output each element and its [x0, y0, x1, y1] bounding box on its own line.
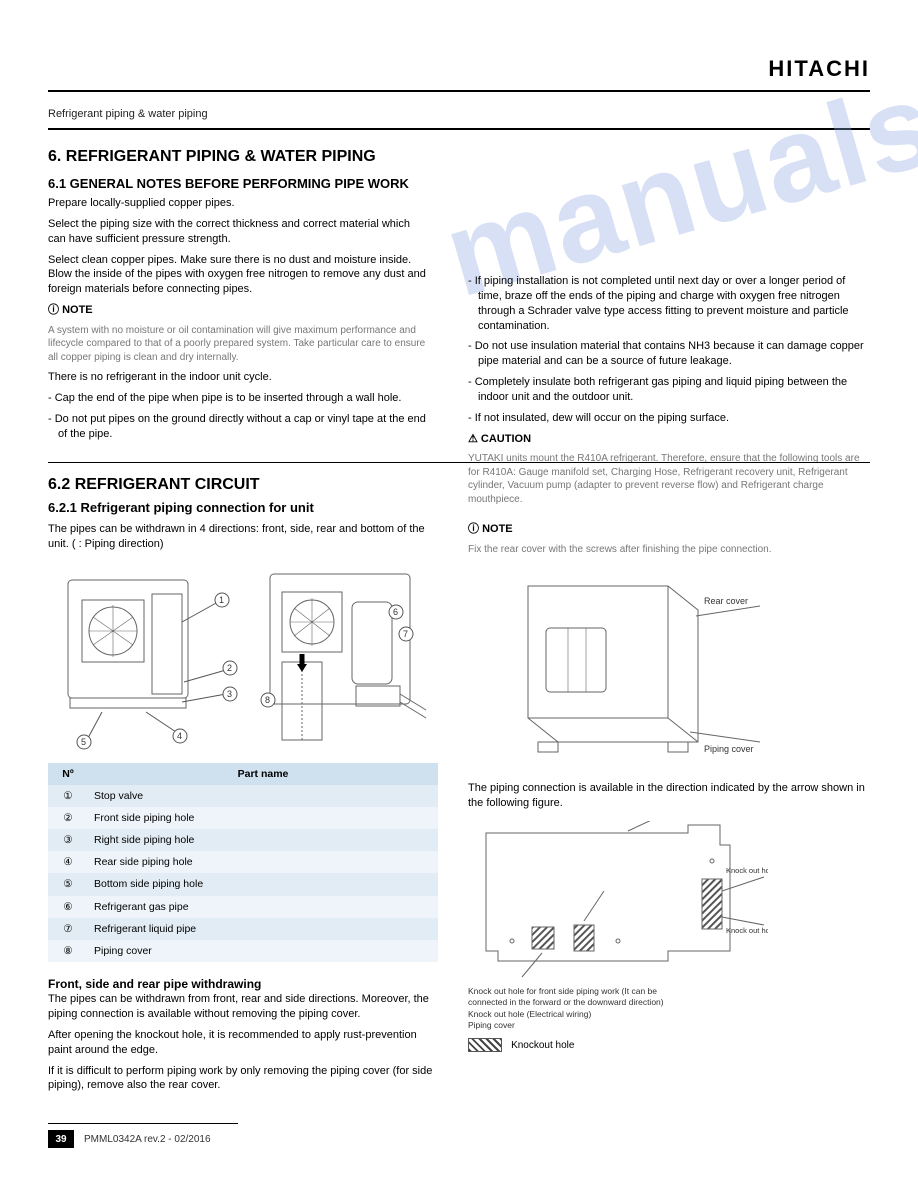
h1: 6. REFRIGERANT PIPING & WATER PIPING: [48, 148, 376, 166]
rule-under-header: [48, 128, 870, 130]
p: The pipes can be withdrawn in 4 directio…: [48, 522, 438, 552]
h3-piping-connection: 6.2.1 Refrigerant piping connection for …: [48, 500, 314, 515]
p: If it is difficult to perform piping wor…: [48, 1064, 438, 1094]
svg-text:4: 4: [177, 731, 182, 741]
rear-cover-diagram: Rear cover Piping cover: [468, 566, 768, 766]
caution-icon: ⚠: [468, 433, 481, 445]
table-row: ⑤Bottom side piping hole: [48, 873, 438, 895]
th-num: Nº: [48, 763, 88, 785]
label: Knock out hole (Electrical wiring): [468, 1009, 868, 1020]
bullet: Do not use insulation material that cont…: [468, 339, 868, 369]
svg-text:3: 3: [227, 689, 232, 699]
p: Prepare locally-supplied copper pipes.: [48, 196, 428, 211]
table-row: ⑦Refrigerant liquid pipe: [48, 918, 438, 940]
col-right-2: ⓘ NOTE Fix the rear cover with the screw…: [468, 522, 868, 1058]
table-row: ⑧Piping cover: [48, 940, 438, 962]
legend: Knockout hole: [468, 1038, 868, 1053]
th-name: Part name: [88, 763, 438, 785]
svg-text:7: 7: [403, 629, 408, 639]
p: Select the piping size with the correct …: [48, 217, 428, 247]
col-left-2: The pipes can be withdrawn in 4 directio…: [48, 522, 438, 1099]
note-body: Fix the rear cover with the screws after…: [468, 543, 868, 557]
svg-text:8: 8: [265, 695, 270, 705]
svg-text:Piping cover: Piping cover: [704, 744, 754, 754]
caution-label: ⚠ CAUTION: [468, 432, 868, 447]
table-row: ①Stop valve: [48, 785, 438, 807]
table-row: ②Front side piping hole: [48, 807, 438, 829]
section-header: Refrigerant piping & water piping: [48, 108, 870, 120]
page: HITACHI Refrigerant piping & water pipin…: [0, 0, 918, 1188]
bullet: If piping installation is not completed …: [468, 274, 868, 333]
unit-diagram: 1 2 3 4 5: [48, 562, 438, 752]
svg-text:Rear cover: Rear cover: [704, 596, 748, 606]
table-row: ④Rear side piping hole: [48, 851, 438, 873]
parts-table: Nº Part name ①Stop valve ②Front side pip…: [48, 763, 438, 963]
p: Select clean copper pipes. Make sure the…: [48, 253, 428, 298]
h2-refrigerant-circuit: 6.2 REFRIGERANT CIRCUIT: [48, 476, 260, 494]
label: Knock out hole for front side piping wor…: [468, 986, 688, 1009]
page-number: 39: [48, 1130, 74, 1148]
doc-id: PMML0342A rev.2 - 02/2016: [84, 1134, 211, 1145]
footer: 39 PMML0342A rev.2 - 02/2016: [48, 1119, 870, 1148]
info-icon: ⓘ: [468, 523, 482, 535]
p: The pipes can be withdrawn from front, r…: [48, 992, 438, 1022]
col-right-1: Ok: [468, 196, 868, 512]
p: There is no refrigerant in the indoor un…: [48, 370, 428, 385]
label: Piping cover: [468, 1020, 868, 1031]
piping-cover-diagram: Knock out hole for side piping work Knoc…: [468, 821, 768, 981]
note-label: ⓘ NOTE: [48, 303, 428, 318]
brand-logo: HITACHI: [768, 56, 870, 82]
svg-text:2: 2: [227, 663, 232, 673]
h2-general-notes: 6.1 GENERAL NOTES BEFORE PERFORMING PIPE…: [48, 176, 409, 191]
note-label: ⓘ NOTE: [468, 522, 868, 537]
hatch-swatch: [468, 1038, 502, 1052]
table-row: ⑥Refrigerant gas pipe: [48, 896, 438, 918]
p: After opening the knockout hole, it is r…: [48, 1028, 438, 1058]
bullet: If not insulated, dew will occur on the …: [468, 411, 868, 426]
note-body: A system with no moisture or oil contami…: [48, 324, 428, 365]
bullet: Cap the end of the pipe when pipe is to …: [48, 391, 428, 406]
bullet: Do not put pipes on the ground directly …: [48, 412, 428, 442]
bullet: Completely insulate both refrigerant gas…: [468, 375, 868, 405]
caution-body: YUTAKI units mount the R410A refrigerant…: [468, 452, 868, 506]
p: The piping connection is available in th…: [468, 781, 868, 811]
svg-text:Knock out hole for side piping: Knock out hole for side piping work: [726, 866, 768, 875]
svg-text:6: 6: [393, 607, 398, 617]
h3-front-side-rear: Front, side and rear pipe withdrawing: [48, 976, 438, 992]
svg-text:1: 1: [219, 595, 224, 605]
col-left-1: Prepare locally-supplied copper pipes. S…: [48, 196, 428, 448]
table-row: ③Right side piping hole: [48, 829, 438, 851]
svg-text:5: 5: [81, 737, 86, 747]
svg-text:Knock out hole for rear side p: Knock out hole for rear side piping work: [726, 926, 768, 935]
info-icon: ⓘ: [48, 304, 62, 316]
rule-mid: [48, 462, 870, 463]
rule-top: [48, 90, 870, 92]
